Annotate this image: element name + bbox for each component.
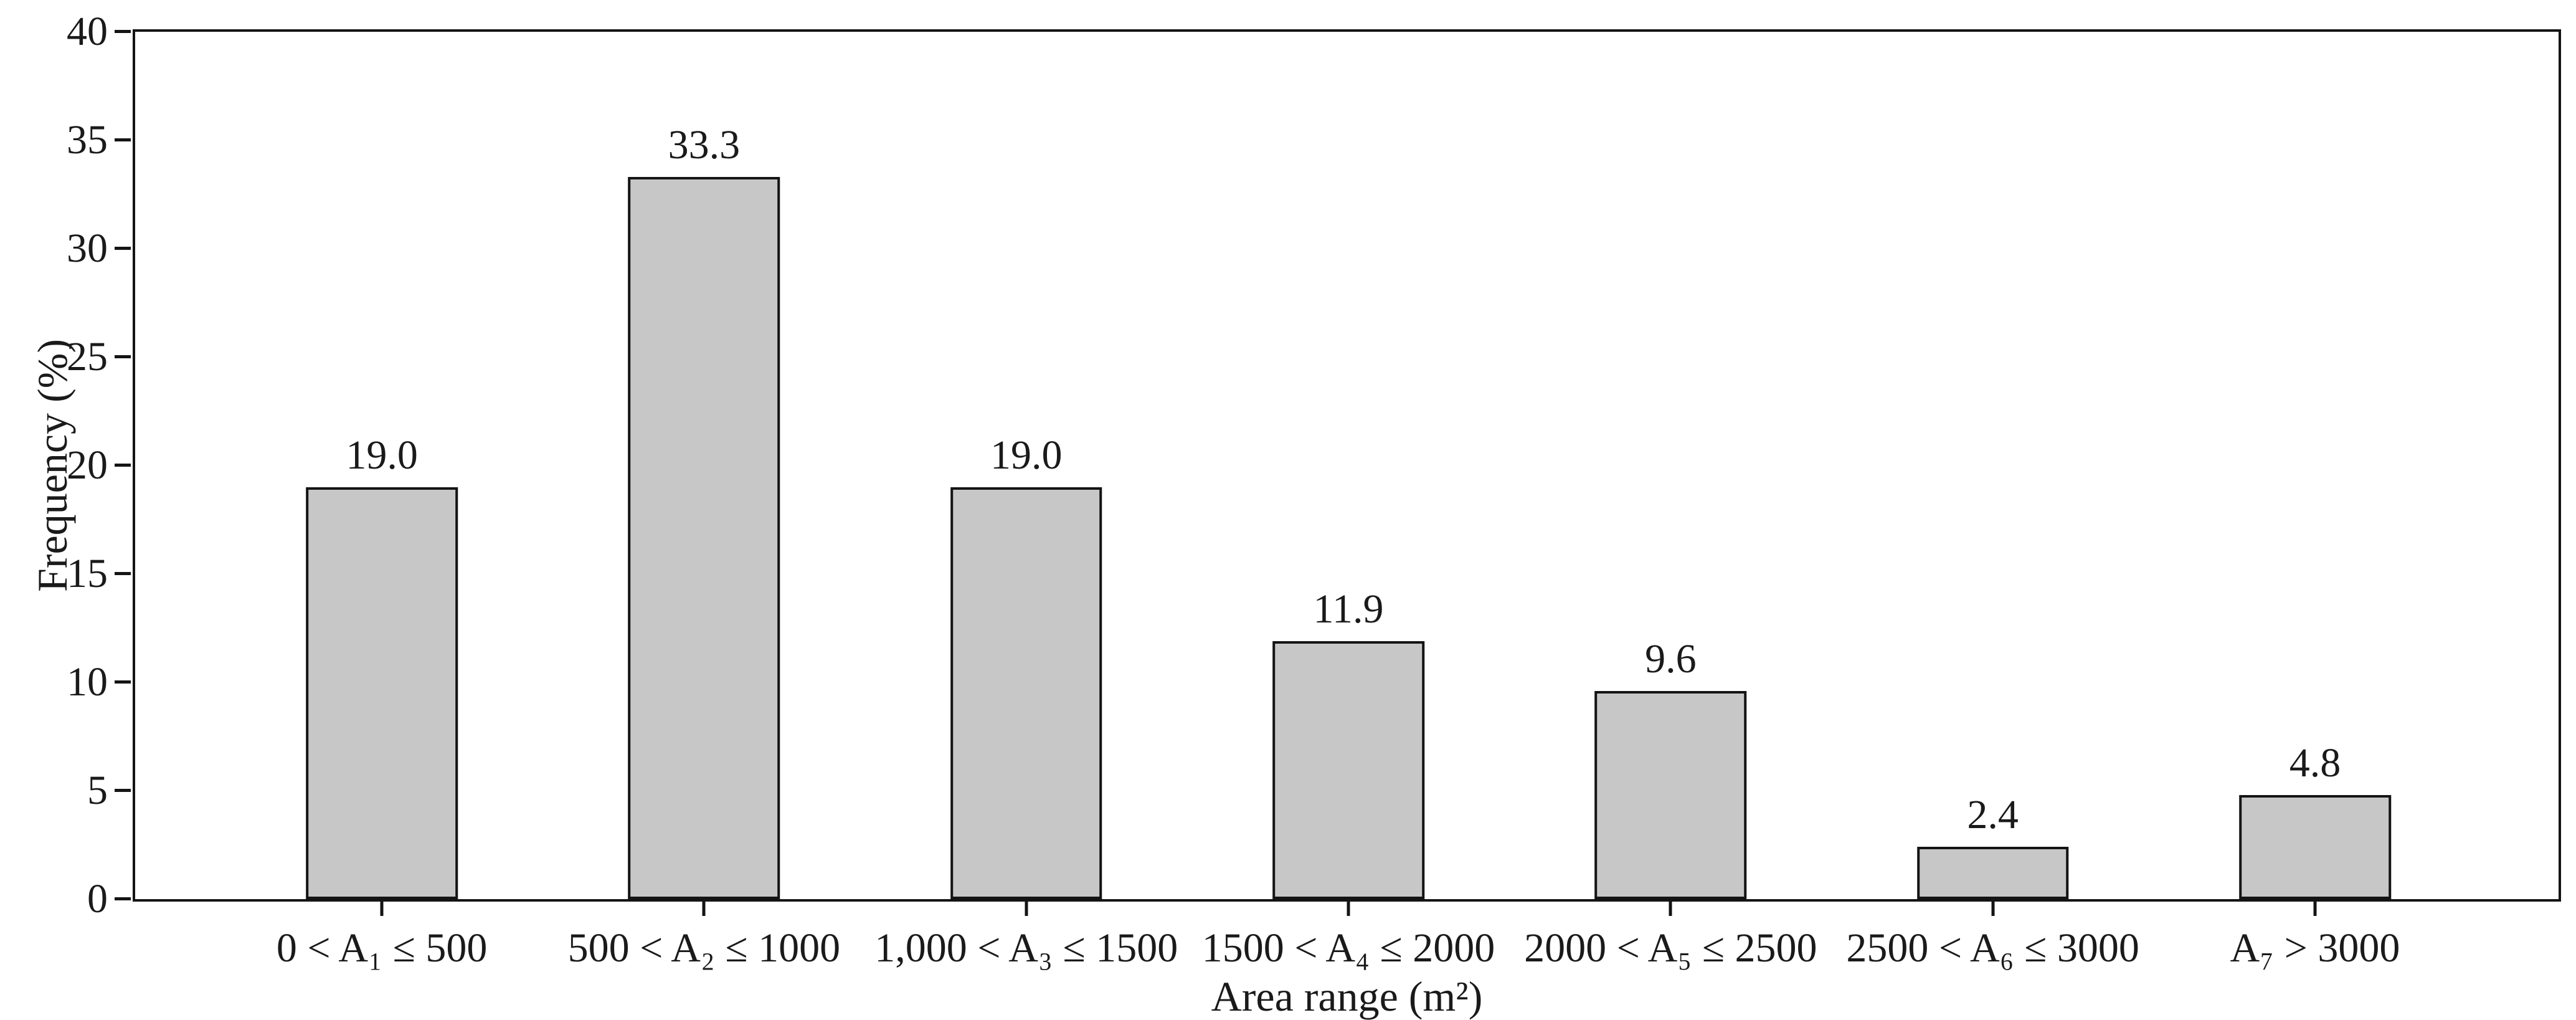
x-axis-tick-label: 500 < A₂ ≤ 1000 — [567, 925, 841, 971]
bar-value-label: 19.0 — [990, 432, 1063, 478]
bar-slot: 9.6 — [1594, 32, 1747, 899]
x-axis-tick — [1669, 899, 1672, 916]
y-axis-tick — [115, 355, 131, 358]
x-axis-tick-label: 2000 < A₅ ≤ 2500 — [1524, 925, 1817, 971]
y-axis-tick — [115, 464, 131, 467]
bar — [2239, 794, 2391, 899]
bar-slot: 19.0 — [950, 32, 1102, 899]
bar — [1594, 690, 1747, 899]
y-axis-tick-label: 25 — [67, 334, 108, 379]
bar-slot: 11.9 — [1272, 32, 1424, 899]
y-axis-tick — [115, 897, 131, 900]
y-axis-tick-label: 15 — [67, 551, 108, 596]
x-axis-title: Area range (m²) — [1211, 973, 1483, 1020]
y-axis-tick — [115, 680, 131, 684]
y-axis-tick-label: 30 — [67, 226, 108, 271]
bar-slot: 4.8 — [2239, 32, 2391, 899]
bar-slot: 2.4 — [1916, 32, 2069, 899]
x-axis-tick-label: 1500 < A₄ ≤ 2000 — [1201, 925, 1495, 971]
x-axis-tick — [380, 899, 384, 916]
x-axis-tick — [702, 899, 706, 916]
x-axis-tick — [1025, 899, 1028, 916]
bar — [628, 177, 780, 899]
x-axis-tick-label: 2500 < A₆ ≤ 3000 — [1846, 925, 2139, 971]
y-axis-tick-label: 20 — [67, 442, 108, 488]
y-axis-tick-label: 35 — [67, 117, 108, 163]
bar-value-label: 4.8 — [2289, 740, 2341, 786]
bar-slot: 19.0 — [306, 32, 458, 899]
x-axis-tick-label: 1,000 < A₃ ≤ 1500 — [874, 925, 1178, 971]
bar-slot: 33.3 — [628, 32, 780, 899]
bar — [306, 487, 458, 899]
bar-value-label: 2.4 — [1967, 792, 2019, 838]
y-axis-tick — [115, 789, 131, 792]
x-axis-tick — [2313, 899, 2317, 916]
y-axis-tick — [115, 30, 131, 33]
bar — [950, 487, 1102, 899]
bar — [1916, 847, 2069, 899]
bar-value-label: 19.0 — [346, 432, 418, 478]
y-axis-tick — [115, 572, 131, 575]
y-axis-tick-label: 40 — [67, 9, 108, 54]
y-axis-tick-label: 0 — [87, 876, 108, 922]
bar-value-label: 11.9 — [1313, 586, 1384, 632]
x-axis-tick — [1347, 899, 1350, 916]
x-axis-tick — [1991, 899, 1995, 916]
x-axis-tick-label: A₇ > 3000 — [2230, 925, 2400, 971]
x-axis-tick-label: 0 < A₁ ≤ 500 — [276, 925, 488, 971]
bar — [1272, 641, 1424, 899]
bar-value-label: 9.6 — [1645, 636, 1697, 682]
y-axis-tick-label: 5 — [87, 768, 108, 813]
y-axis-tick-label: 10 — [67, 659, 108, 705]
plot-area: Frequency (%) Area range (m²) 0 5 10 15 20 25… — [29, 11, 2561, 1018]
y-axis-tick — [115, 138, 131, 141]
y-axis-tick — [115, 247, 131, 250]
bar-value-label: 33.3 — [668, 122, 741, 168]
